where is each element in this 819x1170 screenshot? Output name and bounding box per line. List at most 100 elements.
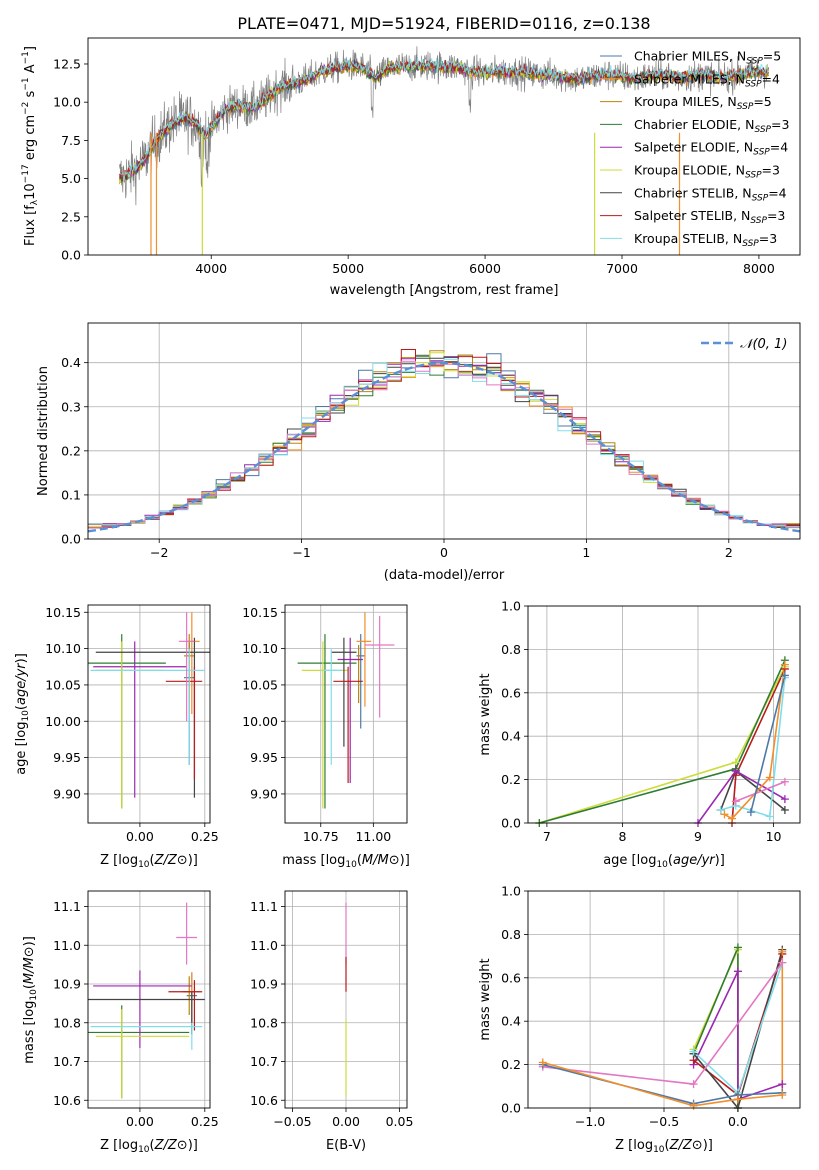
- y-tick-label: 10.0: [53, 95, 81, 110]
- y-axis-label: mass weight: [478, 673, 493, 755]
- y-tick-label: 0.4: [61, 355, 81, 370]
- y-tick-label: 0.0: [501, 1101, 521, 1116]
- x-axis-label: Z [log10(Z/Z⊙)]: [100, 853, 198, 870]
- weight-marker: [780, 671, 789, 680]
- y-tick-label: 10.8: [250, 1015, 278, 1030]
- panel-mass-vs-Z: 0.00 0.25 10.6 10.7 10.8 10.9 11.0 11.1 Z [log10…: [22, 890, 219, 1155]
- y-tick-label: 10.6: [250, 1093, 278, 1108]
- plot-area: [88, 323, 800, 539]
- y-tick-label: 0.6: [501, 685, 521, 700]
- x-tick-label: −1: [292, 545, 310, 560]
- x-tick-label: −0.5: [649, 1114, 679, 1129]
- y-axis-label: mass weight: [478, 958, 493, 1040]
- y-tick-label: 10.00: [45, 714, 81, 729]
- panel-age-vs-mass: 10.75 11.00 9.90 9.95 10.00 10.05 10.10 10.15 ma…: [242, 604, 410, 870]
- weight-line: [750, 675, 786, 813]
- y-tick-label: 10.05: [242, 677, 278, 692]
- y-tick-label: 10.6: [53, 1093, 81, 1108]
- plot-area: [528, 891, 800, 1108]
- y-axis-label: age [log10(age/yr)]: [14, 653, 31, 775]
- x-tick-label: 5000: [332, 261, 364, 276]
- y-tick-label: 0.8: [501, 927, 521, 942]
- plot-area: [88, 605, 210, 823]
- plot-area: [119, 46, 769, 255]
- spectrum-model-kroupa-stelib: [119, 56, 769, 180]
- weight-line: [692, 949, 784, 1108]
- y-axis-label: mass [log10(M/M⊙)]: [22, 936, 39, 1064]
- panel-mass-weight-vs-Z: −1.0 −0.5 0.0 0.0 0.2 0.4 0.6 0.8 1.0 Z [log10(Z/…: [478, 884, 801, 1155]
- weight-marker: [733, 1095, 742, 1104]
- x-tick-label: −1.0: [575, 1114, 605, 1129]
- x-tick-label: 2: [725, 545, 733, 560]
- axes-frame: [284, 604, 408, 824]
- weight-line: [542, 951, 784, 1107]
- weight-marker: [746, 808, 755, 817]
- y-tick-label: 0.1: [61, 487, 81, 502]
- axes-frame: [87, 604, 211, 824]
- y-tick-label: 10.15: [242, 605, 278, 620]
- legend-label: Chabrier ELODIE, NSSP=3: [634, 117, 789, 135]
- axes-frame: [527, 605, 801, 824]
- axes-frame: [87, 322, 801, 540]
- gaussian-curve: [88, 361, 800, 533]
- x-tick-label: −2: [150, 545, 168, 560]
- legend-label: Chabrier STELIB, NSSP=4: [634, 185, 787, 203]
- x-axis-label: mass [log10(M/M⊙)]: [282, 853, 410, 870]
- y-tick-label: 11.1: [53, 899, 81, 914]
- weight-line: [720, 677, 786, 818]
- x-tick-label: 0.25: [191, 829, 219, 844]
- y-tick-label: 12.5: [53, 56, 81, 71]
- x-tick-label: 8: [618, 829, 626, 844]
- x-tick-label: 4000: [195, 261, 227, 276]
- weight-line: [692, 970, 783, 1101]
- plot-area: [285, 605, 407, 823]
- weight-marker: [780, 805, 789, 814]
- x-axis-label: (data-model)/error: [384, 568, 505, 583]
- weight-marker: [728, 814, 736, 823]
- legend-label: Salpeter STELIB, NSSP=3: [634, 208, 785, 226]
- plot-area: [285, 891, 407, 1108]
- weight-line: [723, 664, 786, 820]
- legend-label: Salpeter ELODIE, NSSP=4: [634, 140, 788, 158]
- legend-label: Kroupa MILES, NSSP=5: [634, 94, 772, 112]
- legend-label: Salpeter MILES, NSSP=4: [634, 71, 780, 89]
- weight-marker: [778, 1090, 787, 1099]
- axes-frame: [87, 890, 211, 1109]
- y-tick-label: 0.0: [501, 816, 521, 831]
- y-tick-label: 11.1: [250, 899, 278, 914]
- weight-marker: [778, 1080, 787, 1089]
- y-tick-label: 10.15: [45, 605, 81, 620]
- weight-marker: [778, 947, 787, 956]
- y-tick-label: 9.95: [250, 750, 278, 765]
- weight-marker: [716, 805, 725, 814]
- x-axis-label: E(B-V): [326, 1138, 366, 1153]
- y-tick-label: 0.2: [501, 1057, 521, 1072]
- panel-mass-weight-vs-age: 7 8 9 10 0.0 0.2 0.4 0.6 0.8 1.0 age [log10(age/yr…: [478, 599, 801, 870]
- y-tick-label: 10.10: [242, 641, 278, 656]
- weight-marker: [733, 943, 742, 952]
- plot-area: [88, 891, 210, 1108]
- y-tick-label: 11.0: [53, 938, 81, 953]
- plot-area: [528, 606, 800, 823]
- y-tick-label: 9.95: [53, 750, 81, 765]
- weight-line: [692, 947, 739, 1108]
- y-axis-label: Normed distribution: [36, 366, 51, 496]
- y-tick-label: 1.0: [501, 884, 521, 899]
- x-tick-label: 0.00: [126, 829, 154, 844]
- x-axis-label: Z [log10(Z/Z⊙)]: [615, 1138, 713, 1155]
- y-tick-label: 10.9: [250, 977, 278, 992]
- x-tick-label: 0.05: [386, 1114, 414, 1129]
- weight-marker: [689, 1047, 698, 1056]
- y-tick-label: 10.00: [242, 714, 278, 729]
- legend: Chabrier MILES, NSSP=5 Salpeter MILES, NS…: [600, 49, 789, 249]
- weight-marker: [731, 766, 740, 775]
- weight-marker: [689, 1080, 698, 1089]
- x-tick-label: 11.00: [355, 829, 391, 844]
- weight-line: [692, 949, 739, 1108]
- x-tick-label: 0.0: [728, 1114, 748, 1129]
- y-tick-label: 0.4: [501, 729, 521, 744]
- x-axis-label: Z [log10(Z/Z⊙)]: [100, 1138, 198, 1155]
- axes-frame: [527, 890, 801, 1109]
- y-tick-label: 1.0: [501, 599, 521, 614]
